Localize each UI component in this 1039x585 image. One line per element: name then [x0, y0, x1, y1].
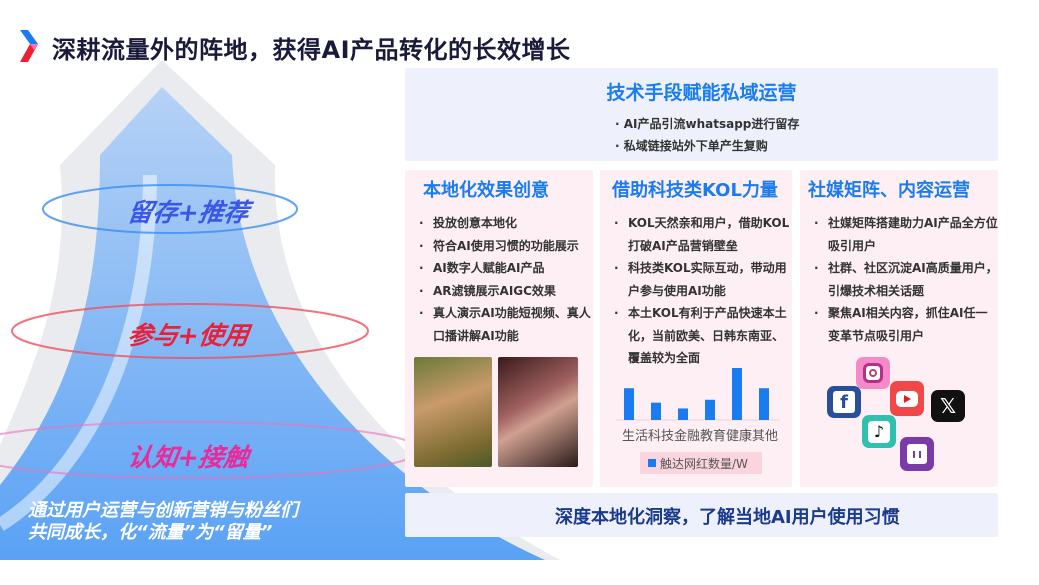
x-axis-labels: 生活科技金融教育健康其他	[622, 428, 778, 444]
list-item: AI产品引流whatsapp进行留存	[615, 113, 800, 135]
private-domain-panel: 技术手段赋能私域运营 AI产品引流whatsapp进行留存 私域链接站外下单产生…	[405, 68, 998, 161]
list-item: 聚焦AI相关内容，抓住AI任一变革节点吸引用户	[814, 302, 998, 347]
funnel-stage-awareness: 认知+接触	[125, 443, 251, 472]
facebook-icon: f	[827, 386, 861, 418]
page-title: 深耕流量外的阵地，获得AI产品转化的长效增长	[52, 36, 571, 64]
kol-column: 借助科技类KOL力量 KOL天然亲和用户，借助KOL打破AI产品营销壁垒 科技类…	[600, 170, 792, 487]
list-item: KOL天然亲和用户，借助KOL打破AI产品营销壁垒	[614, 212, 792, 257]
list-item: 真人演示AI功能短视频、真人口播讲解AI功能	[419, 302, 593, 347]
bar-科技	[651, 402, 661, 420]
ar-filter-photo	[498, 357, 578, 467]
list-item: 私域链接站外下单产生复购	[615, 135, 799, 157]
list-item: AR滤镜展示AIGC效果	[419, 280, 593, 303]
tiktok-icon: ♪	[862, 415, 896, 448]
list-item: 科技类KOL实际互动，带动用户参与使用AI功能	[614, 257, 792, 302]
x-icon: 𝕏	[931, 390, 965, 422]
column-heading: 借助科技类KOL力量	[612, 180, 778, 201]
list-item: 投放创意本地化	[419, 212, 593, 235]
legend-swatch	[648, 459, 656, 467]
twitch-icon	[900, 437, 934, 471]
instagram-icon	[856, 357, 890, 389]
list-item: 社媒矩阵搭建助力AI产品全方位吸引用户	[814, 212, 998, 257]
panel-heading: 技术手段赋能私域运营	[606, 82, 797, 104]
bar-健康	[732, 368, 742, 420]
bar-教育	[705, 399, 715, 420]
list-item: AI数字人赋能AI产品	[419, 257, 593, 280]
caption-line: 通过用户运营与创新营销与粉丝们	[28, 500, 298, 521]
funnel-caption: 通过用户运营与创新营销与粉丝们 共同成长，化“流量”为“留量”	[28, 500, 298, 544]
insight-text: 深度本地化洞察，了解当地AI用户使用习惯	[555, 507, 900, 528]
insight-bar: 深度本地化洞察，了解当地AI用户使用习惯	[405, 493, 998, 537]
bar-生活	[624, 388, 634, 420]
caption-line: 共同成长，化“流量”为“留量”	[28, 522, 273, 543]
funnel-stage-retention: 留存+推荐	[125, 198, 251, 227]
bar-金融	[678, 408, 688, 420]
column-heading: 本地化效果创意	[423, 180, 549, 201]
column-heading: 社媒矩阵、内容运营	[808, 180, 970, 201]
list-item: 社群、社区沉淀AI高质量用户，引爆技术相关话题	[814, 257, 998, 302]
list-item: 符合AI使用习惯的功能展示	[419, 235, 593, 258]
legend-label: 触达网红数量/W	[660, 456, 748, 471]
youtube-icon	[890, 381, 924, 416]
ai-avatar-photo	[414, 357, 492, 467]
list-item: 本土KOL有利于产品快速本土化，当前欧美、日韩东南亚、覆盖较为全面	[614, 302, 792, 370]
legend-box	[640, 452, 762, 474]
funnel-stage-engagement: 参与+使用	[125, 321, 251, 350]
bar-其他	[759, 388, 769, 420]
brand-logo	[20, 30, 38, 62]
social-column: 社媒矩阵、内容运营 社媒矩阵搭建助力AI产品全方位吸引用户 社群、社区沉淀AI高…	[800, 170, 998, 487]
growth-funnel	[0, 60, 560, 560]
